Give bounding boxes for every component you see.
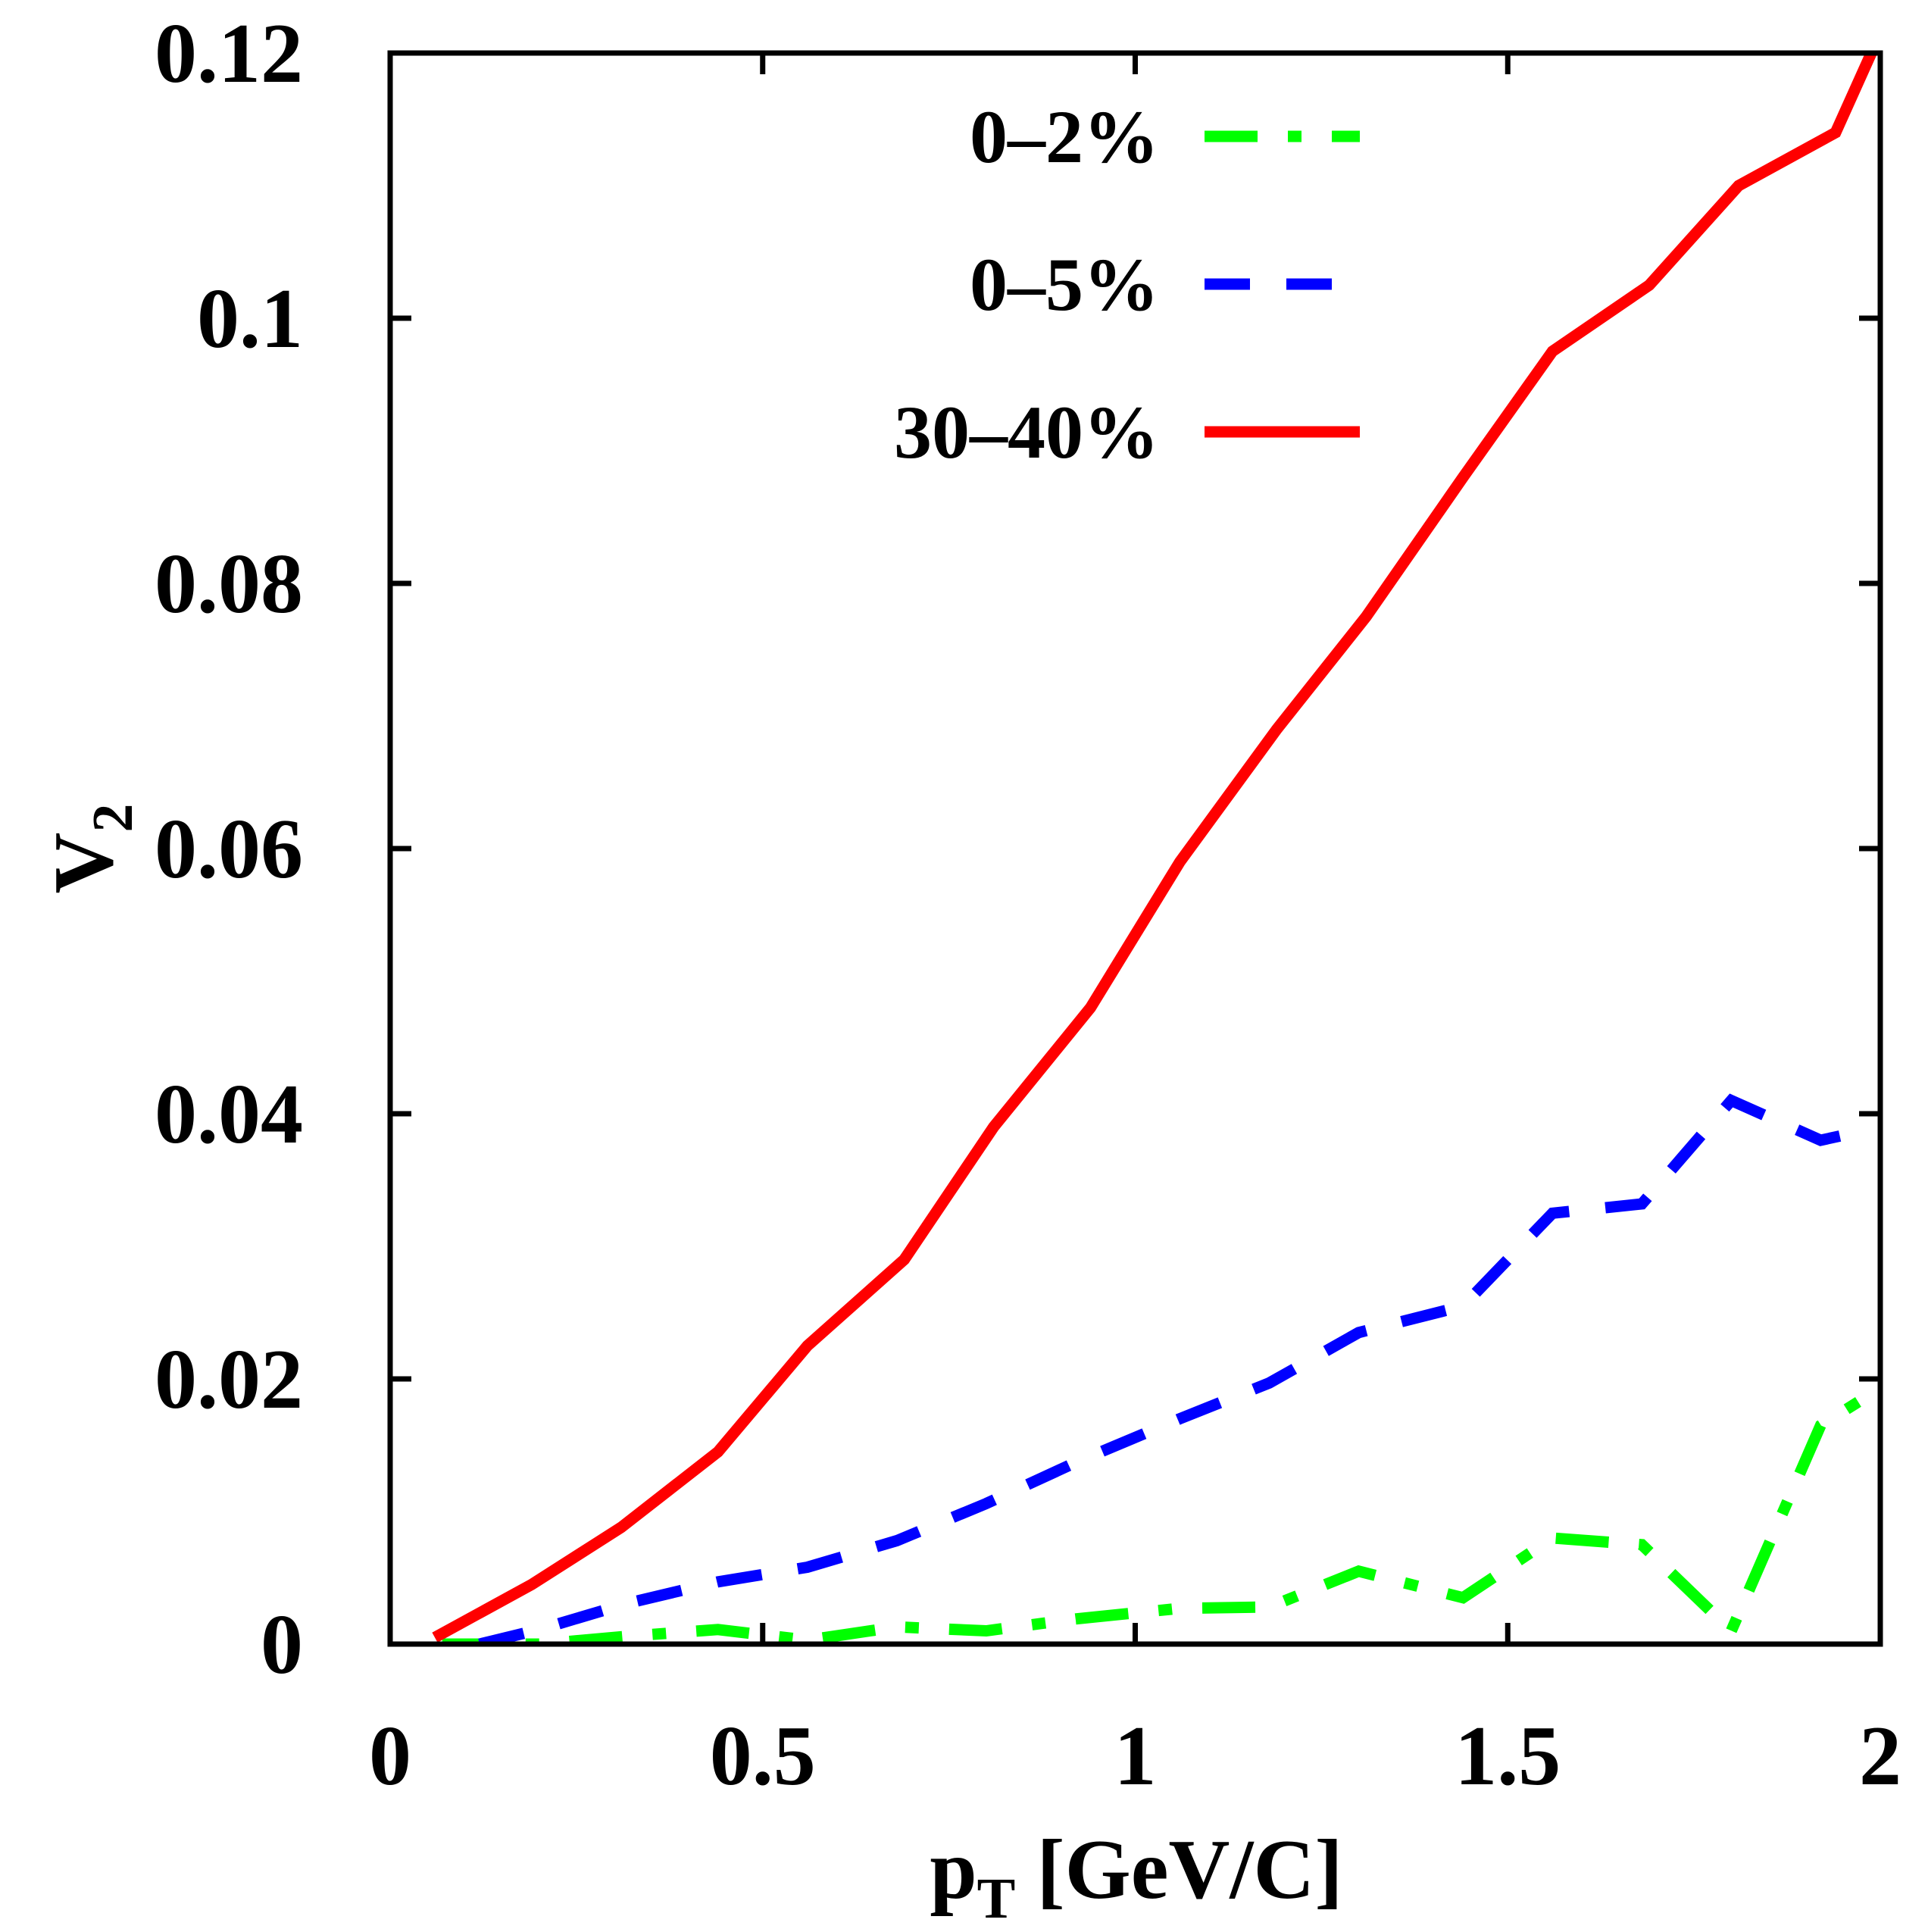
y-tick-label: 0.1 [197,272,303,366]
series-layer [432,53,1880,1644]
y-tick-label: 0 [261,1598,303,1692]
x-tick-label: 1 [1114,1709,1157,1803]
x-axis-title-main: p [930,1823,976,1917]
y-axis-title-main: V [37,833,131,894]
x-tick-label: 0 [369,1709,411,1803]
series-line-1 [478,1093,1852,1644]
x-axis-title-subscript: T [977,1867,1016,1928]
y-axis-title-subscript: 2 [81,804,145,833]
legend-label-0: 0–2% [970,95,1159,179]
legend-label-1: 0–5% [970,242,1159,327]
y-tick-label: 0.06 [155,802,303,896]
y-tick-label: 0.12 [155,7,303,101]
legend-label-2: 30–40% [894,390,1159,474]
x-axis-title: pT [GeV/C] [930,1823,1342,1928]
tick-labels: 0 0.02 0.04 0.06 0.08 0.1 0.12 0 0.5 1 1.5 2 [155,7,1901,1803]
y-tick-label: 0.08 [155,537,303,631]
x-tick-label: 2 [1859,1709,1901,1803]
tick-marks [387,50,1883,1647]
y-tick-label: 0.04 [155,1068,303,1161]
x-tick-label: 1.5 [1455,1709,1561,1803]
legend: 0–2% 0–5% 30–40% [894,95,1360,474]
x-tick-label: 0.5 [710,1709,816,1803]
y-tick-label: 0.02 [155,1333,303,1427]
y-axis-title: V2 [37,804,145,894]
series-line-2 [432,53,1878,1643]
x-axis-title-rest: [GeV/C] [1015,1823,1342,1917]
series-line-0 [442,1383,1880,1644]
